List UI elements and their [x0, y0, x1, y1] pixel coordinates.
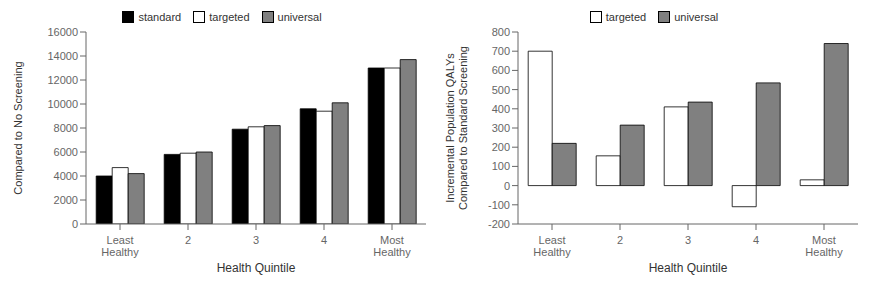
svg-text:Compared to No Screening: Compared to No Screening	[12, 61, 24, 194]
html-text:targeted: targeted	[605, 11, 647, 23]
svg-text:Incremental Population QALYs: Incremental Population QALYs	[444, 53, 456, 203]
svg-text:10000: 10000	[47, 98, 78, 110]
svg-text:300: 300	[492, 122, 510, 134]
svg-text:-100: -100	[488, 199, 510, 211]
svg-text:4: 4	[753, 234, 759, 246]
svg-text:2: 2	[185, 234, 191, 246]
svg-text:3: 3	[685, 234, 691, 246]
svg-text:500: 500	[492, 84, 510, 96]
svg-text:400: 400	[492, 103, 510, 115]
svg-text:Health Quintile: Health Quintile	[217, 261, 296, 275]
svg-text:16000: 16000	[47, 26, 78, 38]
svg-text:6000: 6000	[54, 146, 78, 158]
svg-text:14000: 14000	[47, 50, 78, 62]
svg-text:8000: 8000	[54, 122, 78, 134]
svg-text:Compared to Standard Screening: Compared to Standard Screening	[457, 46, 469, 210]
html-text:standard: standard	[138, 11, 182, 23]
svg-text:Health Quintile: Health Quintile	[649, 261, 728, 275]
svg-text:4: 4	[321, 234, 327, 246]
html-text:universal: universal	[674, 11, 719, 23]
svg-text:LeastHealthy: LeastHealthy	[101, 234, 139, 259]
svg-text:LeastHealthy: LeastHealthy	[533, 234, 571, 259]
html-text:universal: universal	[277, 11, 322, 23]
svg-text:12000: 12000	[47, 74, 78, 86]
svg-text:0: 0	[504, 180, 510, 192]
svg-text:800: 800	[492, 26, 510, 38]
svg-text:600: 600	[492, 64, 510, 76]
svg-text:MostHealthy: MostHealthy	[805, 234, 843, 259]
svg-text:700: 700	[492, 45, 510, 57]
svg-text:3: 3	[253, 234, 259, 246]
svg-text:2: 2	[617, 234, 623, 246]
svg-text:MostHealthy: MostHealthy	[373, 234, 411, 259]
svg-text:0: 0	[72, 218, 78, 230]
svg-text:-200: -200	[488, 218, 510, 230]
svg-text:200: 200	[492, 141, 510, 153]
svg-text:4000: 4000	[54, 170, 78, 182]
svg-text:2000: 2000	[54, 194, 78, 206]
svg-text:100: 100	[492, 160, 510, 172]
html-text:targeted: targeted	[209, 11, 250, 23]
